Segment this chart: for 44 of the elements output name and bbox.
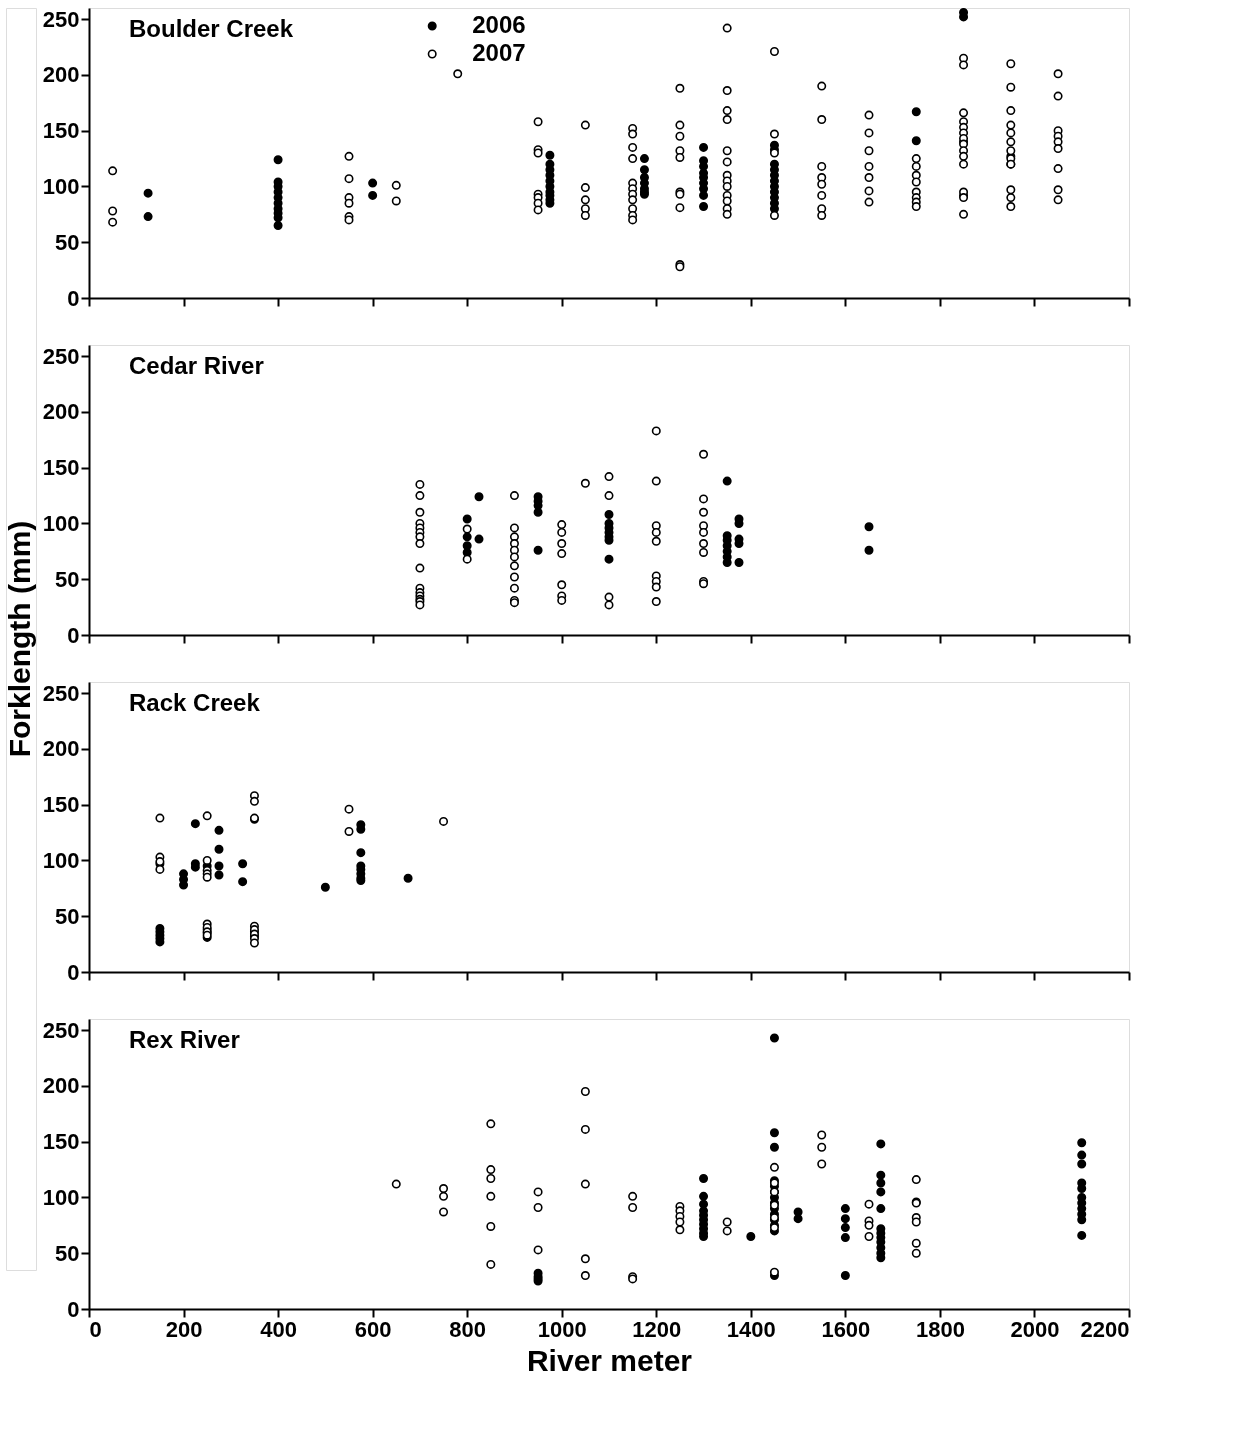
chart-title: Rex River — [129, 1026, 240, 1053]
y-tick-label: 150 — [42, 118, 80, 144]
y-tick-label: 50 — [55, 566, 80, 592]
y-tick-label: 200 — [42, 399, 80, 425]
y-tick-label: 100 — [42, 510, 80, 536]
y-tick-label: 250 — [42, 1017, 80, 1043]
y-tick-label: 200 — [42, 1073, 80, 1099]
x-tick-label: 200 — [165, 1316, 203, 1342]
chart-title: Boulder Creek — [129, 15, 294, 42]
y-tick-label: 50 — [55, 903, 80, 929]
x-tick-label: 0 — [89, 1316, 102, 1342]
x-axis-title: River meter — [526, 1343, 693, 1377]
y-tick-label: 200 — [42, 62, 80, 88]
y-tick-label: 0 — [67, 1296, 80, 1322]
x-tick-label: 2200 — [1080, 1316, 1130, 1342]
y-tick-label: 50 — [55, 229, 80, 255]
y-tick-label: 200 — [42, 736, 80, 762]
y-tick-label: 0 — [67, 285, 80, 311]
y-axis-title: Forklength (mm) — [3, 520, 36, 758]
y-tick-label: 150 — [42, 1129, 80, 1155]
x-tick-label: 800 — [449, 1316, 487, 1342]
x-tick-label: 1400 — [726, 1316, 776, 1342]
legend-label: 2006 — [472, 11, 526, 38]
y-tick-label: 0 — [67, 959, 80, 985]
legend-label: 2007 — [472, 39, 526, 66]
y-tick-label: 250 — [42, 343, 80, 369]
x-tick-label: 2000 — [1010, 1316, 1060, 1342]
y-tick-label: 50 — [55, 1240, 80, 1266]
x-tick-label: 1000 — [537, 1316, 587, 1342]
x-tick-label: 1800 — [915, 1316, 965, 1342]
y-tick-label: 100 — [42, 1184, 80, 1210]
y-tick-label: 150 — [42, 792, 80, 818]
y-tick-label: 150 — [42, 455, 80, 481]
y-tick-label: 100 — [42, 173, 80, 199]
y-tick-label: 0 — [67, 622, 80, 648]
y-tick-label: 250 — [42, 680, 80, 706]
x-tick-label: 400 — [260, 1316, 297, 1342]
chart-title: Cedar River — [129, 352, 264, 379]
y-tick-label: 250 — [42, 6, 80, 32]
chart-title: Rack Creek — [129, 689, 261, 716]
x-tick-label: 1200 — [632, 1316, 682, 1342]
x-tick-label: 600 — [354, 1316, 392, 1342]
y-tick-label: 100 — [42, 847, 80, 873]
x-tick-label: 1600 — [821, 1316, 871, 1342]
